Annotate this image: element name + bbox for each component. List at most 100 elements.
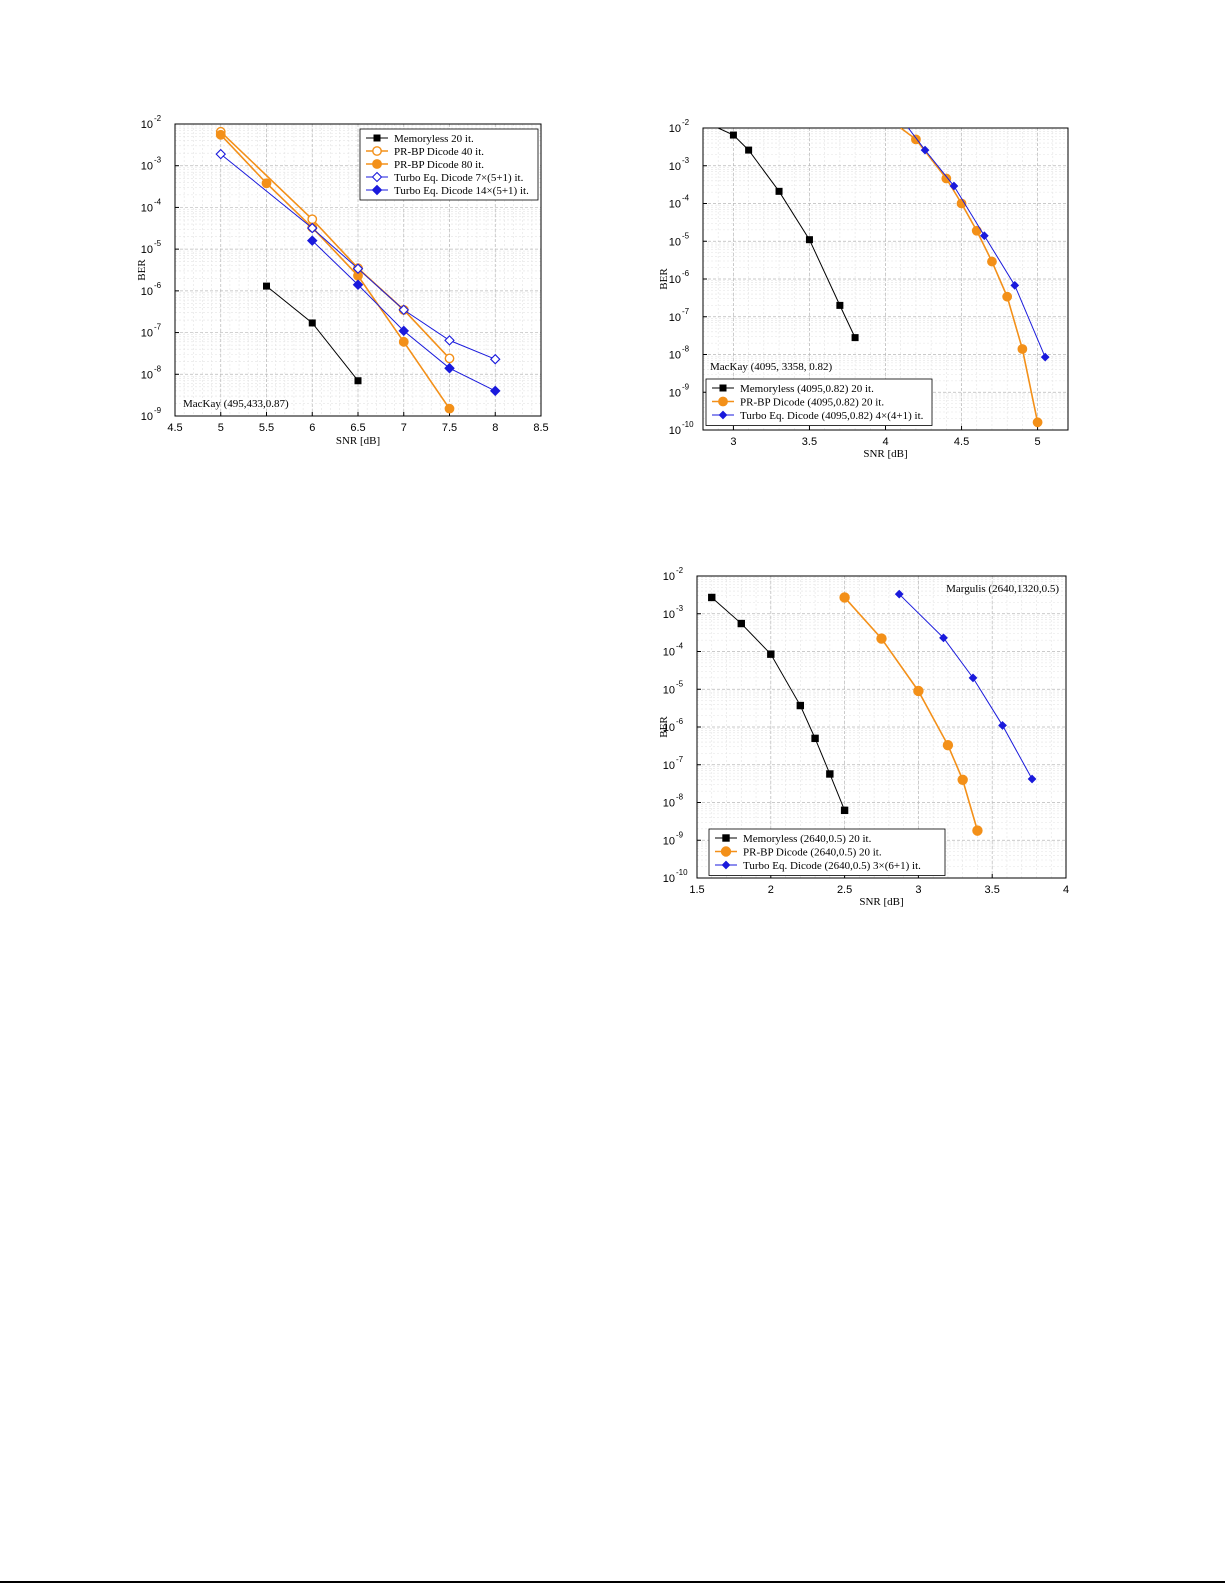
data-point <box>1032 417 1043 428</box>
x-tick-label: 4 <box>882 436 888 448</box>
y-tick-exponent: -3 <box>676 604 684 613</box>
ber-chart-margulis-2640: 1.5 2 2.5 3 3.5 4 10 -10 10 -9 10 -8 10 -7 10 -6 10 -5 10-… <box>654 558 1079 920</box>
x-tick-label: 2.5 <box>837 884 852 896</box>
data-point <box>737 619 745 628</box>
chart-svg: 4.5 5 5.5 6 6.5 7 7.5 8 8.510-910-810-710-610-51… <box>136 114 549 447</box>
series-line <box>220 134 451 410</box>
y-tick-label: 10 <box>669 274 681 286</box>
legend-entry: Memoryless 20 it. <box>394 133 474 145</box>
y-tick-label: 10 <box>663 760 675 772</box>
y-tick-label: 10 <box>663 647 675 659</box>
series-3 <box>894 589 1037 784</box>
series-1 <box>717 128 859 342</box>
x-tick-label: 3.5 <box>802 436 817 448</box>
data-point <box>307 214 318 225</box>
y-tick-label: 10 <box>669 123 681 135</box>
x-axis-label: SNR [dB] <box>863 448 907 460</box>
y-tick-label: 10 <box>669 236 681 248</box>
chart-annotation: MacKay (495,433,0.87) <box>183 398 289 410</box>
data-point <box>775 187 783 195</box>
data-point <box>1027 774 1037 784</box>
data-point <box>306 235 318 246</box>
x-tick-label: 4 <box>1063 884 1069 896</box>
data-point <box>444 362 455 374</box>
x-tick-label: 6.5 <box>350 422 365 434</box>
y-tick-label: 10 <box>669 161 681 173</box>
x-tick-label: 2 <box>768 884 774 896</box>
data-point <box>215 148 227 160</box>
y-tick-label: 10 <box>669 312 681 324</box>
data-point <box>745 146 753 154</box>
legend-entry: PR-BP Dicode 80 it. <box>394 159 484 171</box>
y-axis-label: BER <box>136 259 148 281</box>
x-tick-label: 3 <box>730 436 736 448</box>
data-point <box>398 325 410 337</box>
y-axis-label: BER <box>658 716 670 738</box>
x-tick-label: 5 <box>218 422 224 434</box>
page-bottom-rule <box>0 1581 1225 1583</box>
ber-chart-mackay-495: 4.5 5 5.5 6 6.5 7 7.5 8 8.5 10 -9 10 -8 10 -7 10 -6 10 -5 1… <box>133 108 553 463</box>
series-2 <box>839 592 983 836</box>
x-tick-label: 5.5 <box>259 422 274 434</box>
data-point <box>1040 352 1050 362</box>
legend-marker <box>372 146 382 156</box>
y-tick-exponent: -6 <box>682 269 690 278</box>
data-point <box>957 774 968 785</box>
y-tick-label: 10 <box>141 286 153 298</box>
legend: Memoryless (4095,0.82) 20 it. PR-BP Dicod… <box>705 378 933 426</box>
data-point <box>805 236 813 244</box>
data-point <box>215 129 226 140</box>
legend-entry: PR-BP Dicode (4095,0.82) 20 it. <box>740 397 884 409</box>
data-point <box>840 806 849 815</box>
legend-marker <box>720 846 732 857</box>
data-point <box>489 353 501 365</box>
y-tick-exponent: -9 <box>682 382 690 391</box>
y-tick-exponent: -2 <box>154 114 162 123</box>
legend-marker <box>719 384 727 392</box>
data-point <box>949 181 959 191</box>
y-tick-exponent: -4 <box>682 194 690 203</box>
y-tick-exponent: -8 <box>676 793 684 802</box>
x-axis-label: SNR [dB] <box>336 435 380 447</box>
data-point <box>920 145 930 155</box>
data-point <box>1010 280 1020 290</box>
y-tick-exponent: -2 <box>676 566 684 575</box>
data-point <box>398 304 410 316</box>
legend-marker <box>371 171 383 183</box>
series-4 <box>215 148 501 365</box>
y-tick-exponent: -4 <box>154 197 162 206</box>
legend-entry: Turbo Eq. Dicode (2640,0.5) 3×(6+1) it. <box>743 860 921 872</box>
x-tick-label: 4.5 <box>167 422 182 434</box>
y-tick-exponent: -10 <box>676 868 688 877</box>
x-tick-label: 6 <box>309 422 315 434</box>
y-tick-label: 10 <box>141 202 153 214</box>
data-point <box>261 178 272 189</box>
chart-svg: 3 3.5 4 4.5 510-1010-910-810-710-610-510-410… <box>658 118 1069 460</box>
chart-annotation: Margulis (2640,1320,0.5) <box>946 583 1059 595</box>
y-tick-label: 10 <box>669 199 681 211</box>
y-tick-label: 10 <box>663 571 675 583</box>
y-tick-label: 10 <box>669 387 681 399</box>
data-point <box>708 593 716 602</box>
y-tick-label: 10 <box>141 411 153 423</box>
data-point <box>913 685 924 697</box>
data-point <box>851 334 859 342</box>
y-tick-exponent: -8 <box>682 345 690 354</box>
y-axis-label: BER <box>658 268 670 290</box>
y-tick-exponent: -6 <box>154 281 162 290</box>
series-1 <box>708 593 849 815</box>
y-tick-label: 10 <box>141 161 153 173</box>
legend: Memoryless (2640,0.5) 20 it. PR-BP Dicode… <box>708 828 946 876</box>
data-point <box>444 353 455 364</box>
data-point <box>894 589 904 599</box>
data-point <box>263 282 270 290</box>
legend-marker <box>722 834 730 842</box>
data-point <box>979 231 989 241</box>
data-point <box>444 335 455 346</box>
y-tick-exponent: -5 <box>154 239 162 248</box>
y-tick-label: 10 <box>663 798 675 810</box>
data-point <box>972 825 983 836</box>
legend-box <box>705 378 933 426</box>
data-point <box>489 385 501 397</box>
y-tick-exponent: -3 <box>682 156 690 165</box>
